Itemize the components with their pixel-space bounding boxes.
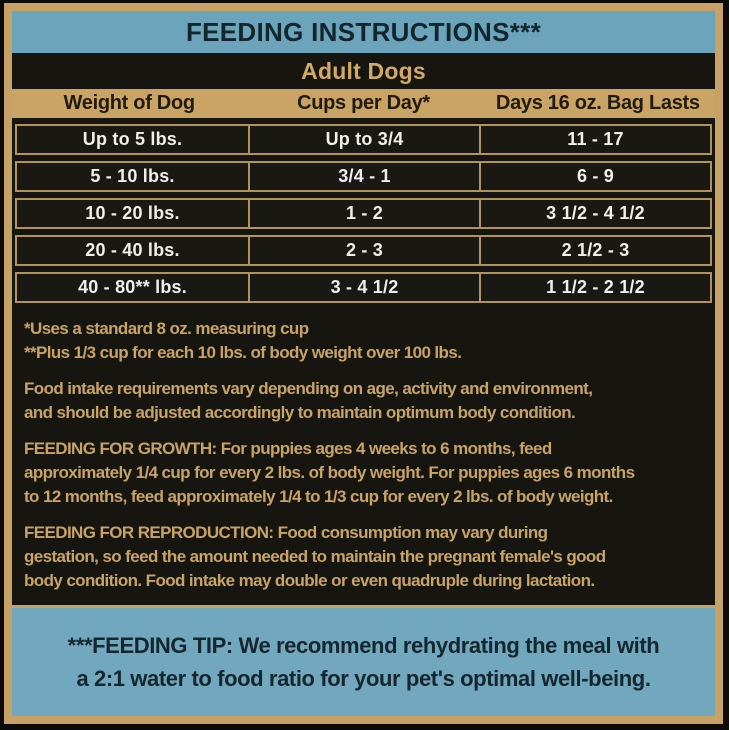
cell-weight: 20 - 40 lbs. (85, 240, 180, 260)
cell-weight: 40 - 80** lbs. (78, 277, 187, 297)
paragraph-growth: FEEDING FOR GROWTH: For puppies ages 4 w… (24, 439, 635, 506)
section-divider (12, 605, 715, 608)
table-row: 40 - 80** lbs. 3 - 4 1/2 1 1/2 - 2 1/2 (15, 272, 712, 303)
column-header-cups: Cups per Day* (297, 92, 430, 114)
cell-days: 6 - 9 (479, 163, 710, 190)
cell-cups: 3/4 - 1 (248, 163, 479, 190)
cell-days: 1 1/2 - 2 1/2 (479, 274, 710, 301)
label-frame: FEEDING INSTRUCTIONS*** Adult Dogs Weigh… (4, 3, 723, 724)
table-row: Up to 5 lbs. Up to 3/4 11 - 17 (15, 124, 712, 155)
table-row: 5 - 10 lbs. 3/4 - 1 6 - 9 (15, 161, 712, 192)
feeding-tip-text: ***FEEDING TIP: We recommend rehydrating… (67, 633, 660, 691)
cell-cups: 1 - 2 (248, 200, 479, 227)
section-header-band: Adult Dogs (12, 53, 715, 89)
table-column-headers: Weight of Dog Cups per Day* Days 16 oz. … (12, 89, 715, 118)
notes-section: *Uses a standard 8 oz. measuring cup **P… (12, 310, 715, 605)
section-header: Adult Dogs (301, 57, 426, 84)
cell-cups: 2 - 3 (248, 237, 479, 264)
cell-weight: 10 - 20 lbs. (85, 203, 180, 223)
column-header-weight: Weight of Dog (63, 92, 196, 114)
table-row: 20 - 40 lbs. 2 - 3 2 1/2 - 3 (15, 235, 712, 266)
feeding-table: Up to 5 lbs. Up to 3/4 11 - 17 5 - 10 lb… (12, 118, 715, 310)
cell-cups: Up to 3/4 (248, 126, 479, 153)
title-bar: FEEDING INSTRUCTIONS*** (12, 11, 715, 53)
paragraph-intake: Food intake requirements vary depending … (24, 379, 593, 422)
column-header-days: Days 16 oz. Bag Lasts (495, 92, 700, 114)
cell-days: 3 1/2 - 4 1/2 (479, 200, 710, 227)
table-row: 10 - 20 lbs. 1 - 2 3 1/2 - 4 1/2 (15, 198, 712, 229)
footnotes: *Uses a standard 8 oz. measuring cup **P… (24, 319, 462, 362)
cell-days: 2 1/2 - 3 (479, 237, 710, 264)
cell-days: 11 - 17 (479, 126, 710, 153)
cell-cups: 3 - 4 1/2 (248, 274, 479, 301)
cell-weight: Up to 5 lbs. (82, 129, 183, 149)
page-title: FEEDING INSTRUCTIONS*** (185, 16, 542, 47)
feeding-tip-box: ***FEEDING TIP: We recommend rehydrating… (12, 608, 715, 716)
cell-weight: 5 - 10 lbs. (90, 166, 175, 186)
paragraph-reproduction: FEEDING FOR REPRODUCTION: Food consumpti… (24, 523, 606, 590)
